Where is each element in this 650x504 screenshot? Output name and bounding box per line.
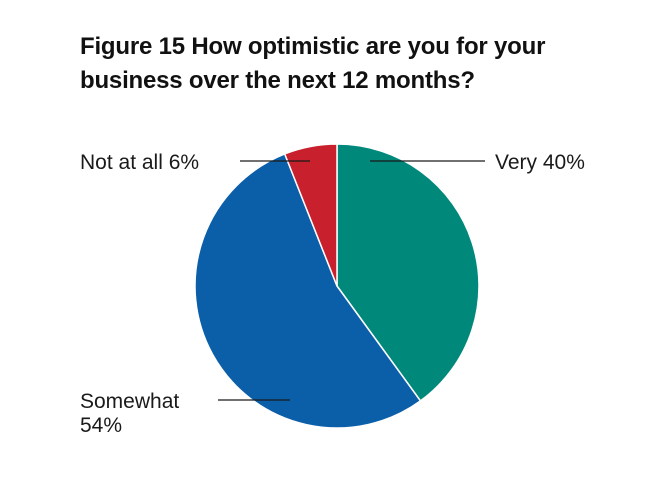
slice-label-very: Very 40% — [495, 151, 585, 174]
pie-slice-not-at-all — [283, 143, 338, 287]
slice-label-line: Not at all 6% — [80, 151, 199, 174]
chart-title: Figure 15 How optimistic are you for you… — [80, 30, 600, 98]
slice-label-somewhat: Somewhat 54% — [80, 390, 179, 437]
chart-title-line-2: business over the next 12 months? — [80, 67, 475, 94]
chart-title-line-1: Figure 15 How optimistic are you for you… — [80, 33, 546, 60]
pie-slice-somewhat — [194, 152, 422, 429]
slice-label-not-at-all: Not at all 6% — [80, 151, 199, 174]
slice-label-line: Very 40% — [495, 151, 585, 174]
slice-label-line: Somewhat — [80, 390, 179, 413]
slice-label-line: 54% — [80, 414, 122, 437]
pie-slice-very — [336, 143, 480, 402]
